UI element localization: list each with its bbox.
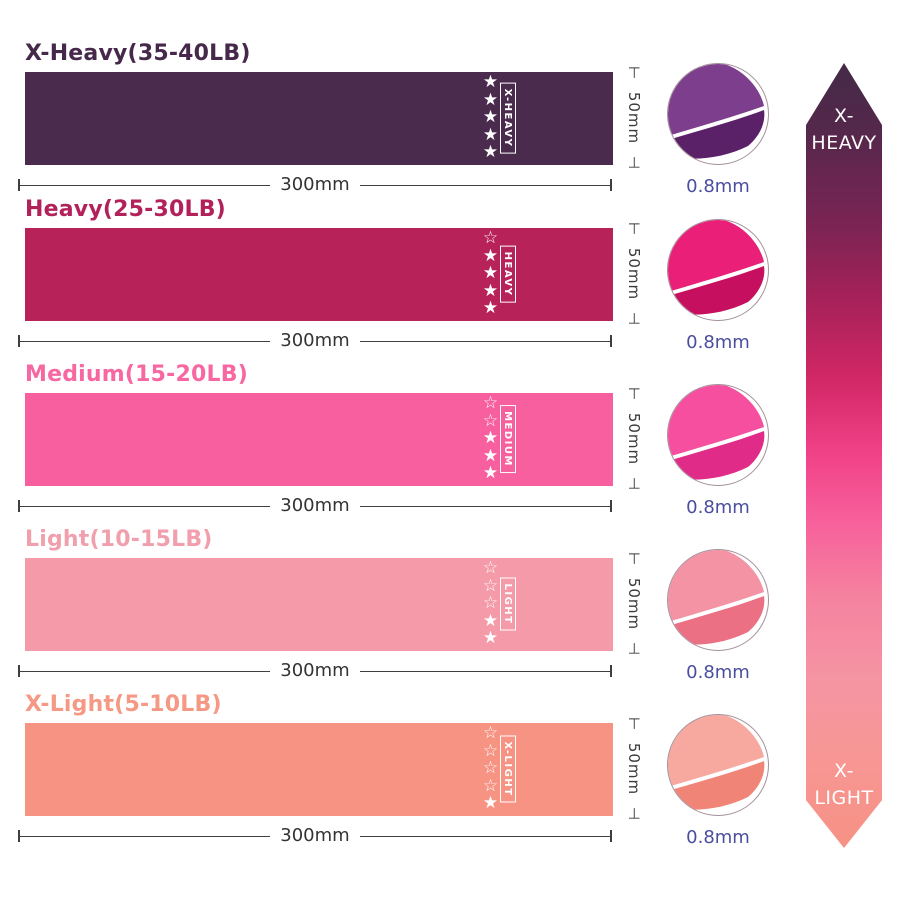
strength-stars: ☆☆☆☆★ (482, 723, 499, 814)
dim-tick-right (610, 665, 612, 677)
band-row-medium: Medium(15-20LB) ☆☆★★★ MEDIUM ⊢ 50mm ⊣ 30… (0, 362, 900, 523)
level-arrow-bottom-label: X- LIGHT (814, 760, 874, 809)
band-swatch: ★★★★★ X-HEAVY (25, 72, 613, 165)
band-label-box: LIGHT (500, 577, 520, 631)
level-arrow: X- HEAVY X- LIGHT (806, 63, 882, 848)
width-dimension: 300mm (18, 826, 612, 846)
width-dimension-label: 300mm (280, 495, 350, 516)
band-row-x-heavy: X-Heavy(35-40LB) ★★★★★ X-HEAVY ⊢ 50mm ⊣ … (0, 41, 900, 202)
width-dimension: 300mm (18, 331, 612, 351)
dim-line (359, 340, 610, 342)
band-label-text: X-LIGHT (500, 735, 516, 803)
thickness-label: 0.8mm (686, 176, 750, 197)
dim-tick-right (610, 179, 612, 191)
height-dimension: ⊢ 50mm ⊣ (625, 66, 643, 170)
dim-line (20, 184, 271, 186)
thickness-label: 0.8mm (686, 827, 750, 848)
width-dimension: 300mm (18, 661, 612, 681)
dim-line (359, 505, 610, 507)
dim-line (20, 670, 271, 672)
band-title: X-Light(5-10LB) (25, 692, 222, 717)
dim-line (20, 340, 271, 342)
band-fold-photo (667, 549, 769, 651)
thickness-label: 0.8mm (686, 662, 750, 683)
dim-line (20, 505, 271, 507)
band-fold-photo (667, 219, 769, 321)
band-title: Light(10-15LB) (25, 527, 213, 552)
strength-stars: ☆☆☆★★ (482, 558, 499, 649)
band-row-heavy: Heavy(25-30LB) ☆★★★★ HEAVY ⊢ 50mm ⊣ 300m… (0, 197, 900, 358)
strength-stars: ★★★★★ (482, 72, 499, 163)
width-dimension: 300mm (18, 175, 612, 195)
thickness-label: 0.8mm (686, 497, 750, 518)
band-label-box: MEDIUM (500, 405, 520, 473)
band-fold-photo (667, 63, 769, 165)
dim-line (359, 835, 610, 837)
band-label-box: HEAVY (500, 245, 520, 303)
dim-tick-left (18, 335, 20, 347)
width-dimension-label: 300mm (280, 825, 350, 846)
thickness-label: 0.8mm (686, 332, 750, 353)
band-label-text: X-HEAVY (500, 82, 516, 154)
width-dimension: 300mm (18, 496, 612, 516)
strength-stars: ☆☆★★★ (482, 393, 499, 484)
width-dimension-label: 300mm (280, 174, 350, 195)
band-swatch: ☆☆☆★★ LIGHT (25, 558, 613, 651)
level-arrow-top-label: X- HEAVY (811, 105, 877, 154)
dim-tick-right (610, 830, 612, 842)
dim-tick-left (18, 830, 20, 842)
width-dimension-label: 300mm (280, 330, 350, 351)
dim-tick-right (610, 500, 612, 512)
band-swatch: ☆☆☆☆★ X-LIGHT (25, 723, 613, 816)
strength-stars: ☆★★★★ (482, 228, 499, 319)
height-dimension: ⊢ 50mm ⊣ (625, 552, 643, 656)
band-title: Medium(15-20LB) (25, 362, 248, 387)
band-fold-photo (667, 714, 769, 816)
dim-tick-left (18, 179, 20, 191)
band-label-text: MEDIUM (500, 405, 516, 473)
band-swatch: ☆☆★★★ MEDIUM (25, 393, 613, 486)
width-dimension-label: 300mm (280, 660, 350, 681)
band-fold-photo (667, 384, 769, 486)
height-dimension: ⊢ 50mm ⊣ (625, 387, 643, 491)
band-label-box: X-HEAVY (500, 82, 520, 154)
height-dimension: ⊢ 50mm ⊣ (625, 717, 643, 821)
band-row-x-light: X-Light(5-10LB) ☆☆☆☆★ X-LIGHT ⊢ 50mm ⊣ 3… (0, 692, 900, 853)
height-dimension: ⊢ 50mm ⊣ (625, 222, 643, 326)
band-label-box: X-LIGHT (500, 735, 520, 803)
dim-line (20, 835, 271, 837)
band-title: Heavy(25-30LB) (25, 197, 226, 222)
band-row-light: Light(10-15LB) ☆☆☆★★ LIGHT ⊢ 50mm ⊣ 300m… (0, 527, 900, 688)
band-title: X-Heavy(35-40LB) (25, 41, 251, 66)
band-swatch: ☆★★★★ HEAVY (25, 228, 613, 321)
dim-tick-left (18, 665, 20, 677)
dim-tick-left (18, 500, 20, 512)
dim-line (359, 670, 610, 672)
band-label-text: HEAVY (500, 245, 516, 303)
band-label-text: LIGHT (500, 577, 516, 631)
dim-tick-right (610, 335, 612, 347)
dim-line (359, 184, 610, 186)
